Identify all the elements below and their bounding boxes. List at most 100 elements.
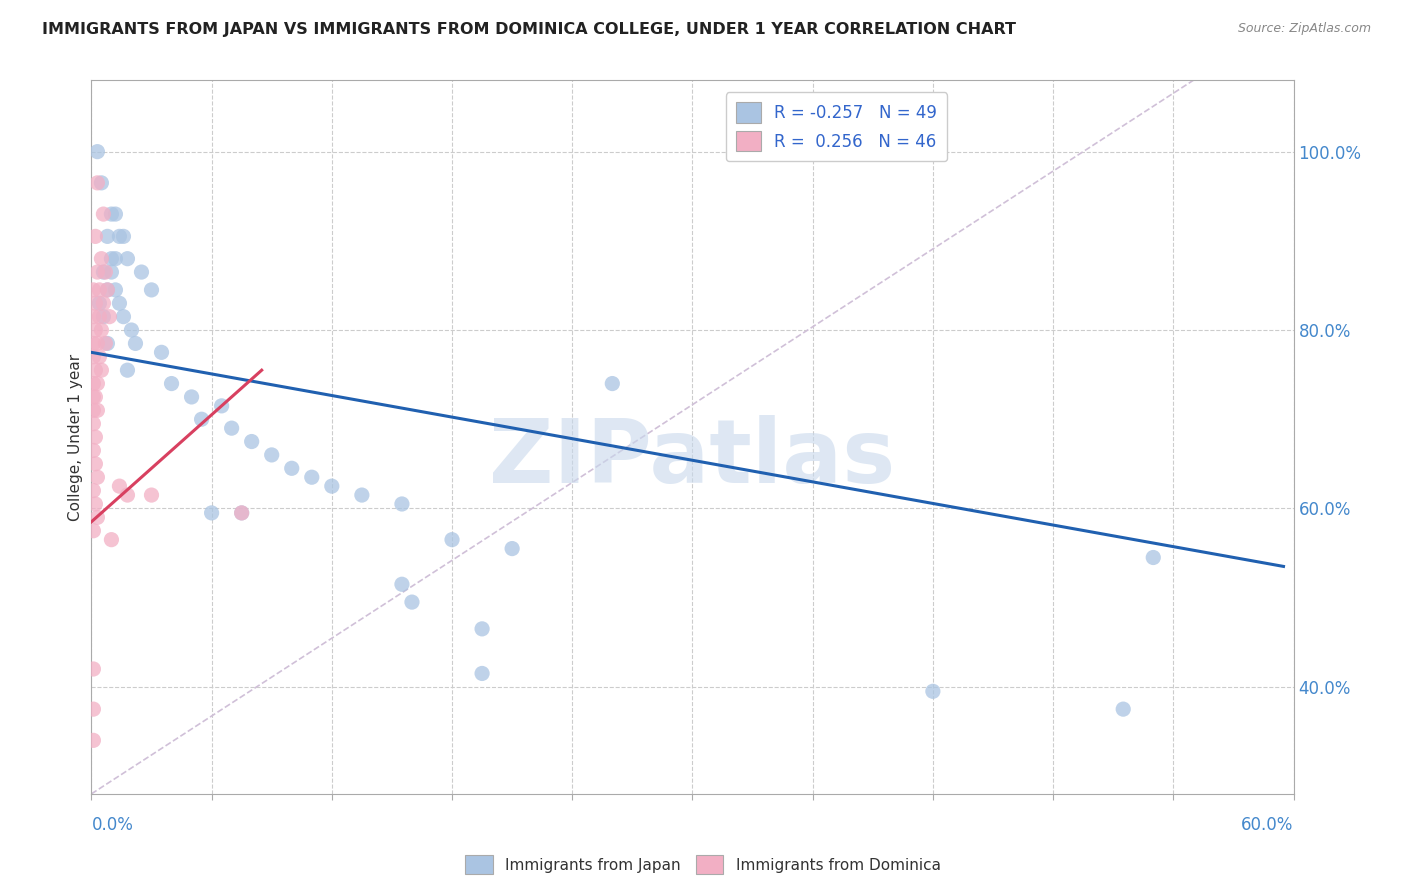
Point <box>124 336 146 351</box>
Point <box>201 506 224 520</box>
Point <box>86 510 108 524</box>
Point <box>240 434 263 449</box>
Point <box>84 390 107 404</box>
Point <box>86 403 108 417</box>
Point <box>89 296 111 310</box>
Point <box>100 265 122 279</box>
Point <box>350 488 373 502</box>
Point <box>84 430 107 444</box>
Point <box>100 252 122 266</box>
Point <box>82 310 104 324</box>
Point <box>231 506 253 520</box>
Point <box>94 336 117 351</box>
Y-axis label: College, Under 1 year: College, Under 1 year <box>67 353 83 521</box>
Text: IMMIGRANTS FROM JAPAN VS IMMIGRANTS FROM DOMINICA COLLEGE, UNDER 1 YEAR CORRELAT: IMMIGRANTS FROM JAPAN VS IMMIGRANTS FROM… <box>42 22 1017 37</box>
Point <box>82 390 104 404</box>
Point <box>922 684 945 698</box>
Point <box>211 399 233 413</box>
Text: 60.0%: 60.0% <box>1241 816 1294 834</box>
Point <box>86 376 108 391</box>
Point <box>141 283 163 297</box>
Point <box>89 310 111 324</box>
Point <box>108 479 131 493</box>
Point <box>180 390 202 404</box>
Point <box>471 622 494 636</box>
Point <box>1142 550 1164 565</box>
Point <box>82 403 104 417</box>
Point <box>260 448 283 462</box>
Point <box>82 443 104 458</box>
Point <box>104 207 127 221</box>
Point <box>117 488 139 502</box>
Point <box>96 283 118 297</box>
Text: Source: ZipAtlas.com: Source: ZipAtlas.com <box>1237 22 1371 36</box>
Point <box>321 479 343 493</box>
Point <box>93 310 115 324</box>
Point <box>84 296 107 310</box>
Legend: Immigrants from Japan, Immigrants from Dominica: Immigrants from Japan, Immigrants from D… <box>460 849 946 880</box>
Point <box>100 533 122 547</box>
Point <box>82 376 104 391</box>
Point <box>117 252 139 266</box>
Point <box>104 283 127 297</box>
Point <box>90 176 112 190</box>
Point <box>471 666 494 681</box>
Point <box>141 488 163 502</box>
Point <box>112 229 135 244</box>
Point <box>82 417 104 431</box>
Point <box>391 497 413 511</box>
Text: 0.0%: 0.0% <box>91 816 134 834</box>
Point <box>82 283 104 297</box>
Point <box>150 345 173 359</box>
Text: ZIPatlas: ZIPatlas <box>489 415 896 502</box>
Point <box>84 457 107 471</box>
Point <box>82 524 104 538</box>
Point <box>108 296 131 310</box>
Point <box>96 283 118 297</box>
Point <box>86 176 108 190</box>
Point <box>501 541 523 556</box>
Point <box>90 323 112 337</box>
Point <box>112 310 135 324</box>
Point <box>96 336 118 351</box>
Point <box>121 323 143 337</box>
Point <box>108 229 131 244</box>
Point <box>100 207 122 221</box>
Point <box>301 470 323 484</box>
Point <box>391 577 413 591</box>
Point <box>82 702 104 716</box>
Point <box>82 336 104 351</box>
Point <box>94 265 117 279</box>
Point <box>89 283 111 297</box>
Point <box>231 506 253 520</box>
Point <box>440 533 463 547</box>
Point <box>93 265 115 279</box>
Point <box>82 733 104 747</box>
Point <box>1112 702 1135 716</box>
Point <box>160 376 183 391</box>
Point <box>86 265 108 279</box>
Point <box>90 252 112 266</box>
Point <box>602 376 624 391</box>
Point <box>82 662 104 676</box>
Point <box>84 363 107 377</box>
Point <box>401 595 423 609</box>
Point <box>84 229 107 244</box>
Point <box>86 336 108 351</box>
Point <box>190 412 212 426</box>
Point <box>84 497 107 511</box>
Point <box>93 207 115 221</box>
Legend: R = -0.257   N = 49, R =  0.256   N = 46: R = -0.257 N = 49, R = 0.256 N = 46 <box>725 92 948 161</box>
Point <box>89 350 111 364</box>
Point <box>82 483 104 498</box>
Point <box>281 461 304 475</box>
Point <box>96 229 118 244</box>
Point <box>86 145 108 159</box>
Point <box>90 363 112 377</box>
Point <box>221 421 243 435</box>
Point <box>82 350 104 364</box>
Point <box>131 265 153 279</box>
Point <box>104 252 127 266</box>
Point <box>117 363 139 377</box>
Point <box>84 323 107 337</box>
